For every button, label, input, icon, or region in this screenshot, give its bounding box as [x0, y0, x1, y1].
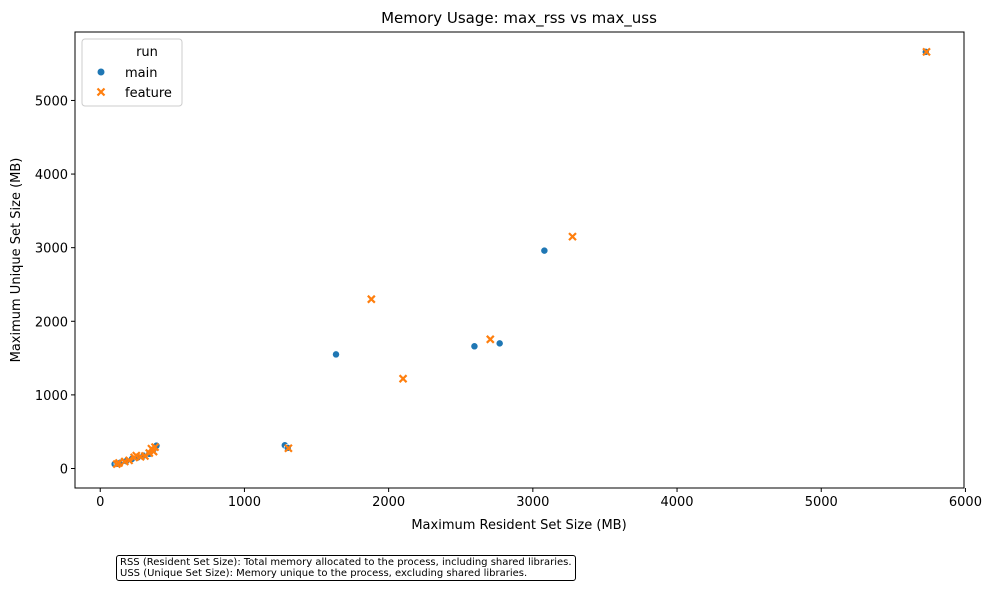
- point-feature: [568, 232, 577, 241]
- x-axis: 0 1000 2000 3000 4000 5000 6000: [96, 488, 982, 510]
- y-axis-label: Maximum Unique Set Size (MB): [9, 158, 24, 363]
- x-tick-label: 3000: [516, 495, 549, 510]
- point-main: [470, 342, 479, 351]
- note-rss-line: RSS (Resident Set Size): Total memory al…: [120, 557, 572, 568]
- y-axis: 0 1000 2000 3000 4000 5000: [35, 94, 75, 477]
- data-points: [110, 47, 931, 469]
- point-main: [495, 339, 504, 348]
- point-feature: [922, 47, 931, 57]
- legend-label-main: main: [125, 66, 157, 81]
- x-tick-label: 0: [96, 495, 104, 510]
- legend-marker-main: [97, 68, 105, 76]
- y-tick-label: 1000: [35, 389, 68, 404]
- y-tick-label: 2000: [35, 315, 68, 330]
- legend-box: [81, 38, 183, 107]
- chart-title: Memory Usage: max_rss vs max_uss: [381, 9, 657, 28]
- x-tick-label: 4000: [660, 495, 693, 510]
- x-tick-label: 6000: [949, 495, 982, 510]
- point-feature: [150, 442, 160, 452]
- note-uss-line: USS (Unique Set Size): Memory unique to …: [120, 568, 528, 579]
- y-tick-label: 4000: [35, 168, 68, 183]
- point-main: [332, 350, 340, 359]
- legend-title: run: [136, 45, 158, 60]
- legend-label-feature: feature: [125, 86, 172, 101]
- point-feature: [114, 458, 124, 468]
- point-feature: [367, 294, 376, 304]
- point-feature: [486, 335, 495, 344]
- y-tick-label: 3000: [35, 242, 68, 257]
- x-axis-label: Maximum Resident Set Size (MB): [411, 518, 626, 533]
- point-feature: [124, 456, 134, 465]
- x-tick-label: 1000: [228, 495, 261, 510]
- x-tick-label: 5000: [805, 495, 838, 510]
- x-tick-label: 2000: [372, 495, 405, 510]
- point-main: [540, 246, 549, 255]
- point-feature: [284, 443, 293, 453]
- plot-frame: [74, 31, 965, 489]
- y-tick-label: 5000: [35, 94, 68, 109]
- point-feature: [398, 374, 408, 383]
- definitions-note: RSS (Resident Set Size): Total memory al…: [116, 555, 576, 581]
- legend: run main feature: [81, 38, 183, 107]
- legend-marker-feature: [96, 87, 106, 97]
- y-tick-label: 0: [60, 462, 68, 477]
